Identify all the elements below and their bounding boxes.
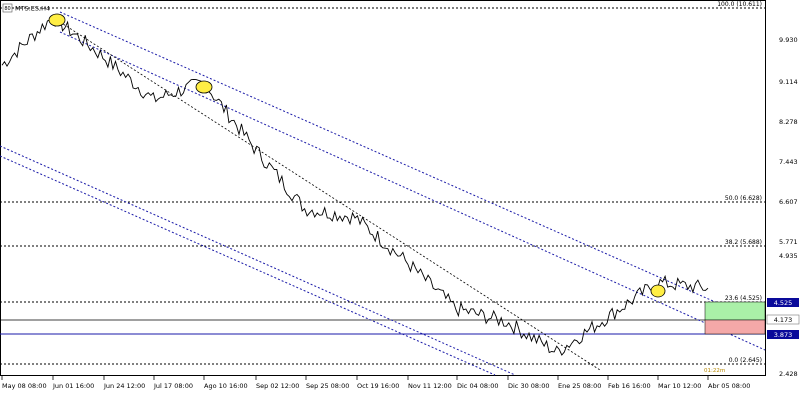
take-profit-zone[interactable] xyxy=(704,301,766,321)
stop-loss-zone[interactable] xyxy=(704,319,766,335)
price-axis-boxes: 4.525 4.173 3.873 xyxy=(766,298,800,339)
touch-markers xyxy=(48,13,666,298)
fibonacci-levels: 100.0 (10.611) 50.0 (6.628) 38.2 (5.688)… xyxy=(0,1,765,365)
time-tick-label: May 08 08:00 xyxy=(2,382,47,390)
price-tick-label: 8.278 xyxy=(779,118,798,126)
fib-level-38-label: 38.2 (5.688) xyxy=(725,239,762,246)
touch-marker-1 xyxy=(48,13,66,27)
price-series-line xyxy=(1,13,709,356)
lower-channel-top-line[interactable] xyxy=(0,145,516,376)
touch-marker-2 xyxy=(195,80,213,94)
lower-price-box-label: 3.873 xyxy=(774,331,793,339)
time-tick-label: Jul 17 08:00 xyxy=(153,382,193,390)
time-tick-label: Ene 25 08:00 xyxy=(558,382,601,390)
symbol-badge: 80 xyxy=(4,6,10,12)
lower-channel[interactable] xyxy=(0,145,516,376)
time-tick-label: Jun 24 12:00 xyxy=(103,382,145,390)
time-tick-label: Jun 01 16:00 xyxy=(52,382,94,390)
price-axis: 9.930 9.114 8.278 7.443 6.607 5.771 4.93… xyxy=(779,36,798,378)
time-tick-label: Mar 10 12:00 xyxy=(658,382,701,390)
time-tick-label: Sep 25 08:00 xyxy=(306,382,349,390)
time-tick-label: Ago 10 16:00 xyxy=(204,382,248,390)
price-tick-label: 4.935 xyxy=(779,252,798,260)
touch-marker-3 xyxy=(650,284,666,298)
price-tick-label: 7.443 xyxy=(779,158,798,166)
fib-level-100-label: 100.0 (10.611) xyxy=(717,1,762,8)
bar-timer: 01:22m xyxy=(704,368,725,374)
upper-channel[interactable] xyxy=(59,11,766,351)
upper-channel-bottom-line[interactable] xyxy=(59,31,766,351)
time-tick-label: Abr 05 08:00 xyxy=(708,382,750,390)
current-price-box-label: 4.173 xyxy=(774,316,793,324)
trendline-black[interactable] xyxy=(59,21,601,371)
time-tick-label: Dic 04 08:00 xyxy=(457,382,499,390)
symbol-badge-box xyxy=(2,3,13,13)
price-tick-label: 9.114 xyxy=(779,78,798,86)
upper-channel-top-line[interactable] xyxy=(59,11,766,325)
time-ticks xyxy=(1,376,709,380)
price-tick-label: 9.930 xyxy=(779,36,798,44)
current-price-box xyxy=(766,314,800,325)
time-tick-label: Sep 02 12:00 xyxy=(256,382,299,390)
price-tick-label: 5.771 xyxy=(779,238,798,246)
upper-price-box xyxy=(767,298,799,307)
symbol-name: MTS.ES,H4 xyxy=(15,5,50,13)
fib-level-0-label: 0.0 (2.645) xyxy=(729,357,762,364)
price-tick-label: 6.607 xyxy=(779,198,798,206)
fib-level-50-label: 50.0 (6.628) xyxy=(725,195,762,202)
time-tick-label: Oct 19 16:00 xyxy=(357,382,399,390)
lower-price-box xyxy=(767,330,799,339)
price-tick-label: 2.428 xyxy=(779,370,798,378)
fib-level-23-label: 23.6 (4.525) xyxy=(725,295,762,302)
time-axis: May 08 08:00 Jun 01 16:00 Jun 24 12:00 J… xyxy=(1,376,750,390)
time-tick-label: Dic 30 08:00 xyxy=(508,382,550,390)
time-tick-label: Feb 16 16:00 xyxy=(608,382,651,390)
chart-frame xyxy=(0,0,766,376)
time-tick-label: Nov 11 12:00 xyxy=(408,382,452,390)
upper-price-box-label: 4.525 xyxy=(774,299,793,307)
symbol-label: 80 MTS.ES,H4 xyxy=(2,3,50,13)
